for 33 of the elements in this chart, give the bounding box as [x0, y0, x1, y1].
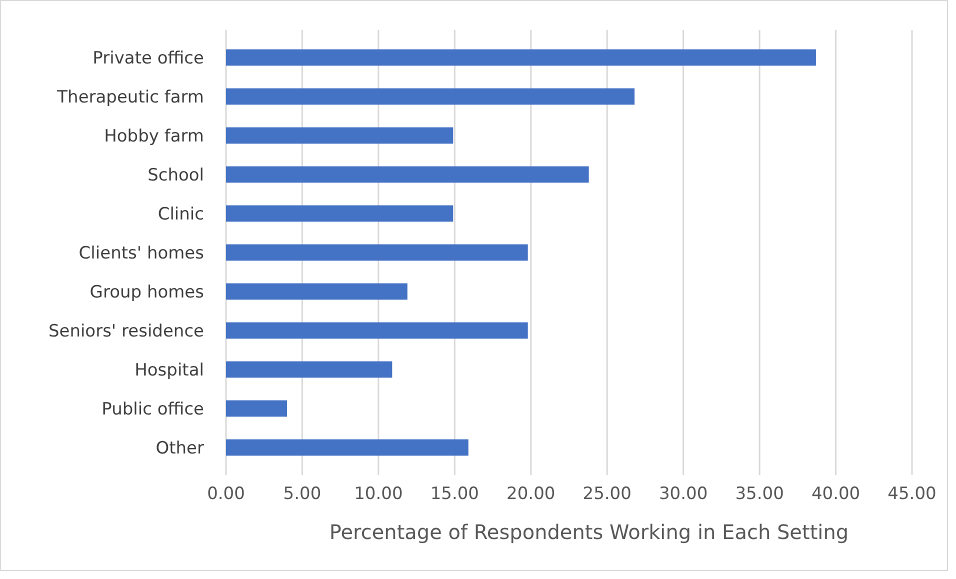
bar — [226, 361, 392, 378]
x-tick-label: 30.00 — [658, 484, 708, 504]
y-tick-label: Private office — [92, 48, 204, 68]
y-tick-label: Clinic — [158, 204, 204, 224]
y-tick-label: Hobby farm — [104, 126, 204, 146]
x-axis-title: Percentage of Respondents Working in Each Setting — [329, 520, 849, 544]
bar — [226, 439, 468, 456]
bar — [226, 166, 589, 183]
y-tick-label: Other — [156, 438, 204, 458]
x-tick-label: 25.00 — [582, 484, 632, 504]
bar — [226, 205, 454, 222]
x-tick-label: 5.00 — [283, 484, 322, 504]
y-tick-label: Seniors' residence — [48, 321, 204, 342]
y-tick-label: Group homes — [90, 282, 204, 302]
x-tick-label: 40.00 — [811, 484, 860, 504]
bar — [226, 127, 454, 144]
y-tick-label: Hospital — [134, 360, 204, 380]
bar — [226, 88, 635, 105]
x-tick-label: 35.00 — [735, 484, 784, 504]
y-tick-label: Clients' homes — [78, 243, 204, 264]
x-tick-label: 15.00 — [430, 484, 480, 504]
bar — [226, 283, 408, 300]
y-tick-label: School — [148, 165, 204, 186]
x-tick-label: 10.00 — [354, 484, 403, 504]
y-tick-label: Therapeutic farm — [56, 87, 204, 108]
bar — [226, 244, 528, 261]
bar — [226, 400, 287, 417]
x-tick-label: 0.00 — [207, 484, 245, 504]
y-tick-label: Public office — [102, 399, 204, 420]
x-tick-label: 45.00 — [888, 484, 936, 504]
bar — [226, 322, 528, 339]
bar — [226, 49, 816, 66]
x-tick-label: 20.00 — [506, 484, 556, 504]
